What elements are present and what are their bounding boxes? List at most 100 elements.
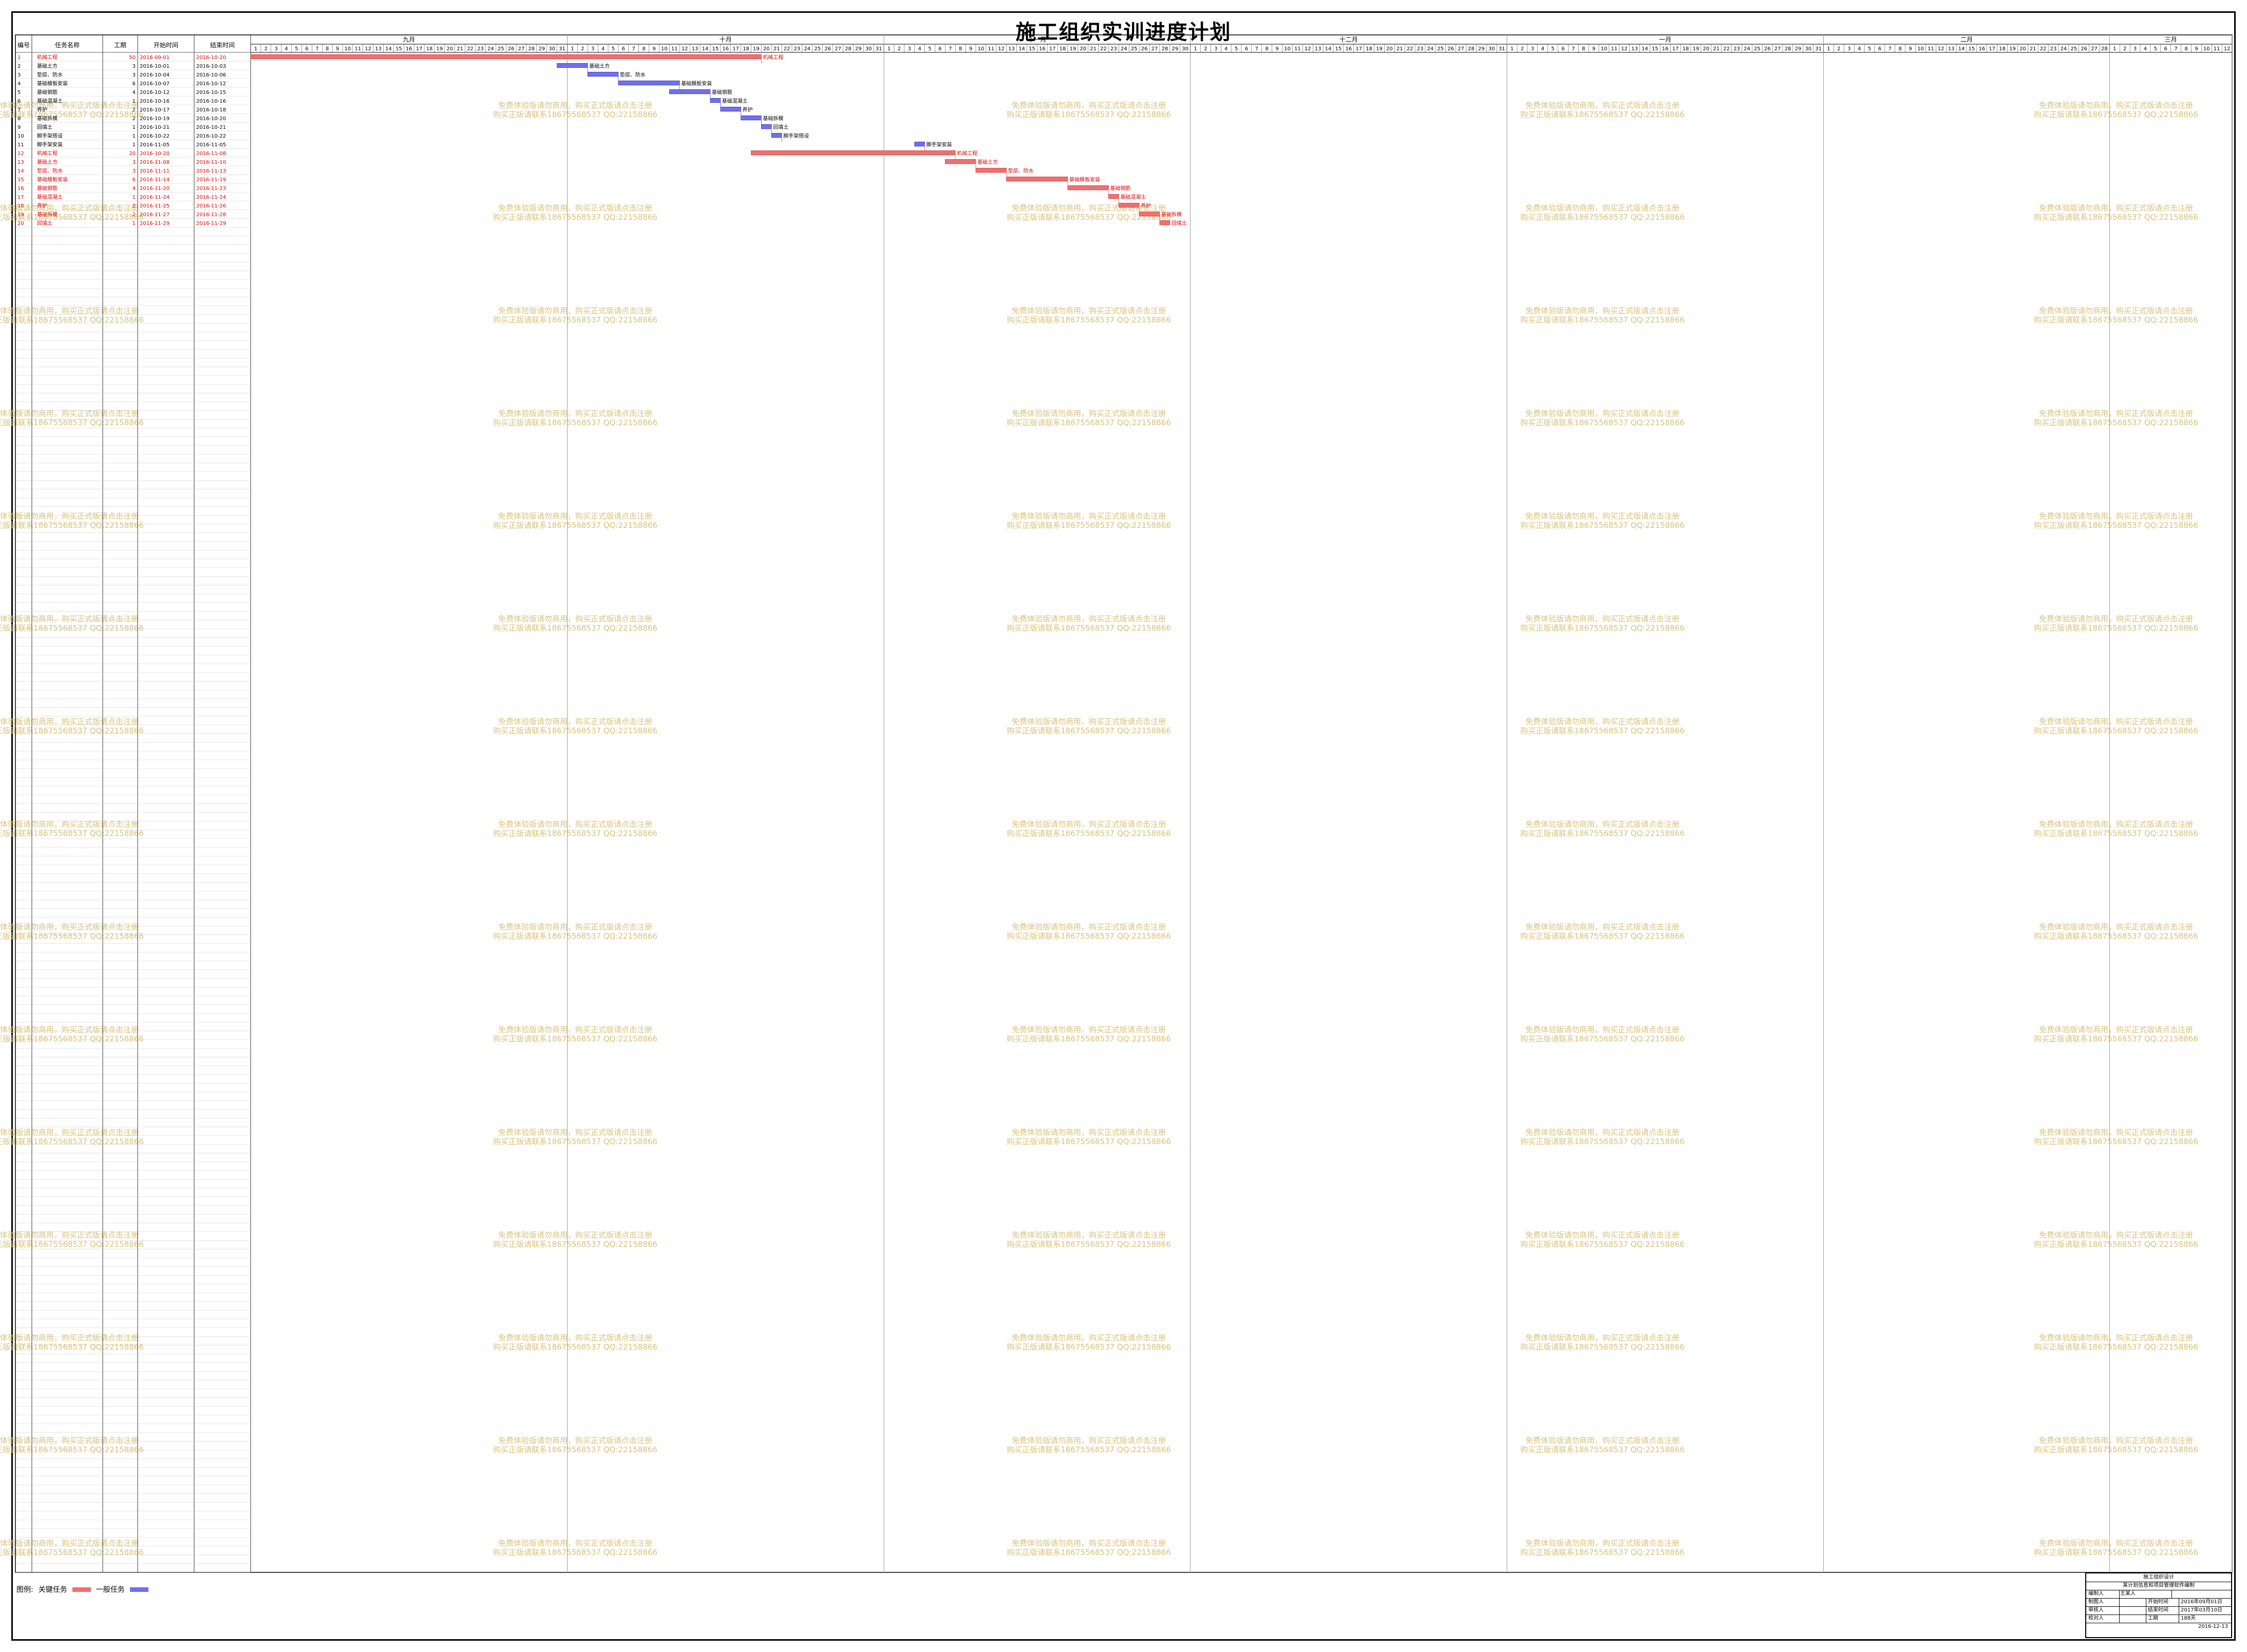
watermark-text: 免费体验版请勿商用，购买正式版请点击注册 <box>2039 1128 2193 1137</box>
day-label: 23 <box>1733 46 1740 52</box>
title-block-top: 施工组织设计 <box>2086 1573 2231 1582</box>
watermark-text: 免费体验版请勿商用，购买正式版请点击注册 <box>1525 101 1679 110</box>
task-id: 16 <box>17 186 24 192</box>
day-label: 23 <box>794 46 801 52</box>
task-id: 6 <box>17 99 21 104</box>
day-label: 28 <box>2101 46 2108 52</box>
watermark-text: 购买正版请联系18675568537 QQ:22158866 <box>1007 213 1171 222</box>
watermark-text: 免费体验版请勿商用，购买正式版请点击注册 <box>0 1230 139 1240</box>
watermark-text: 购买正版请联系18675568537 QQ:22158866 <box>1520 1548 1685 1557</box>
watermark-text: 免费体验版请勿商用，购买正式版请点击注册 <box>1525 717 1679 726</box>
watermark-text: 免费体验版请勿商用，购买正式版请点击注册 <box>0 1436 139 1445</box>
day-label: 25 <box>1754 46 1761 52</box>
day-label: 17 <box>1989 46 1995 52</box>
task-name: 基础混凝土 <box>37 98 63 104</box>
task-bar-label: 回填土 <box>1172 220 1187 226</box>
day-label: 2 <box>581 46 584 52</box>
watermark-text: 免费体验版请勿商用，购买正式版请点击注册 <box>1012 1436 1166 1445</box>
task-end: 2016-10-22 <box>196 134 226 139</box>
day-label: 26 <box>2081 46 2087 52</box>
watermark-text: 免费体验版请勿商用，购买正式版请点击注册 <box>1012 101 1166 110</box>
task-bar-label: 脚手架搭设 <box>783 132 809 139</box>
task-bar-label: 基础混凝土 <box>1120 194 1146 200</box>
watermark-text: 免费体验版请勿商用，购买正式版请点击注册 <box>2039 1333 2193 1342</box>
task-id: 1 <box>17 55 21 61</box>
task-end: 2016-11-29 <box>196 221 226 226</box>
task-bar <box>1159 220 1170 225</box>
watermark-text: 免费体验版请勿商用，购买正式版请点击注册 <box>1525 922 1679 932</box>
watermark-text: 购买正版请联系18675568537 QQ:22158866 <box>2034 418 2198 427</box>
day-label: 4 <box>601 46 605 52</box>
task-end: 2016-11-26 <box>196 203 226 209</box>
day-label: 6 <box>1878 46 1881 52</box>
task-duration: 4 <box>133 186 136 192</box>
month-label: 一月 <box>1659 36 1671 43</box>
watermark-text: 免费体验版请勿商用，购买正式版请点击注册 <box>2039 1539 2193 1548</box>
task-bar-label: 基础混凝土 <box>722 98 748 104</box>
day-label: 9 <box>969 46 972 52</box>
task-start: 2016-10-19 <box>140 116 169 122</box>
watermark-text: 购买正版请联系18675568537 QQ:22158866 <box>1007 726 1171 735</box>
watermark-text: 购买正版请联系18675568537 QQ:22158866 <box>1520 521 1685 530</box>
day-label: 20 <box>1703 46 1709 52</box>
task-bar-label: 基础土方 <box>977 159 998 165</box>
task-id: 11 <box>17 142 24 148</box>
day-label: 25 <box>814 46 821 52</box>
day-label: 8 <box>1898 46 1901 52</box>
month-label: 十月 <box>720 36 732 43</box>
day-label: 14 <box>702 46 709 52</box>
day-label: 16 <box>722 46 729 52</box>
watermark-text: 购买正版请联系18675568537 QQ:22158866 <box>0 521 144 530</box>
watermark-text: 购买正版请联系18675568537 QQ:22158866 <box>2034 932 2198 941</box>
day-label: 28 <box>1161 46 1168 52</box>
day-label: 21 <box>457 46 463 52</box>
task-duration: 3 <box>133 64 136 69</box>
task-bar <box>1139 212 1160 217</box>
task-id: 4 <box>17 81 21 87</box>
day-label: 28 <box>1785 46 1791 52</box>
watermark-text: 免费体验版请勿商用，购买正式版请点击注册 <box>1012 1128 1166 1137</box>
watermark-text: 免费体验版请勿商用，购买正式版请点击注册 <box>0 717 139 726</box>
task-start: 2016-11-08 <box>140 160 169 165</box>
day-label: 4 <box>1858 46 1861 52</box>
task-bar <box>741 116 762 121</box>
title-block-key: 审核人 <box>2086 1606 2120 1615</box>
task-start: 2016-09-01 <box>140 55 169 61</box>
day-label: 2 <box>265 46 268 52</box>
watermark-text: 购买正版请联系18675568537 QQ:22158866 <box>0 1034 144 1043</box>
task-duration: 1 <box>133 142 136 148</box>
day-label: 21 <box>2030 46 2036 52</box>
day-label: 30 <box>549 46 555 52</box>
day-label: 13 <box>1631 46 1638 52</box>
day-label: 12 <box>1621 46 1628 52</box>
watermark-text: 购买正版请联系18675568537 QQ:22158866 <box>1520 213 1685 222</box>
watermark-text: 免费体验版请勿商用，购买正式版请点击注册 <box>0 306 139 315</box>
task-bar <box>557 63 588 68</box>
day-label: 5 <box>1868 46 1871 52</box>
day-label: 11 <box>1928 46 1934 52</box>
title-block-key: 结束时间 <box>2146 1606 2179 1615</box>
watermark-text: 购买正版请联系18675568537 QQ:22158866 <box>1520 726 1685 735</box>
day-label: 11 <box>1294 46 1301 52</box>
day-label: 13 <box>1315 46 1321 52</box>
task-start: 2016-11-05 <box>140 142 169 148</box>
day-label: 19 <box>1376 46 1383 52</box>
day-label: 1 <box>1510 46 1514 52</box>
day-label: 1 <box>1827 46 1830 52</box>
task-bar <box>1119 203 1140 208</box>
day-label: 4 <box>918 46 921 52</box>
task-duration: 3 <box>133 168 136 174</box>
watermark-text: 购买正版请联系18675568537 QQ:22158866 <box>0 315 144 325</box>
day-label: 8 <box>959 46 962 52</box>
watermark-text: 购买正版请联系18675568537 QQ:22158866 <box>493 1548 657 1557</box>
task-duration: 20 <box>129 151 136 157</box>
task-duration: 1 <box>133 221 136 226</box>
watermark-text: 购买正版请联系18675568537 QQ:22158866 <box>1520 1034 1685 1043</box>
day-label: 1 <box>254 46 257 52</box>
day-label: 25 <box>1437 46 1444 52</box>
day-label: 29 <box>1795 46 1801 52</box>
watermark-text: 购买正版请联系18675568537 QQ:22158866 <box>0 726 144 735</box>
title-block-key: 制图人 <box>2086 1598 2120 1606</box>
task-bar <box>618 80 680 86</box>
day-label: 25 <box>2070 46 2077 52</box>
